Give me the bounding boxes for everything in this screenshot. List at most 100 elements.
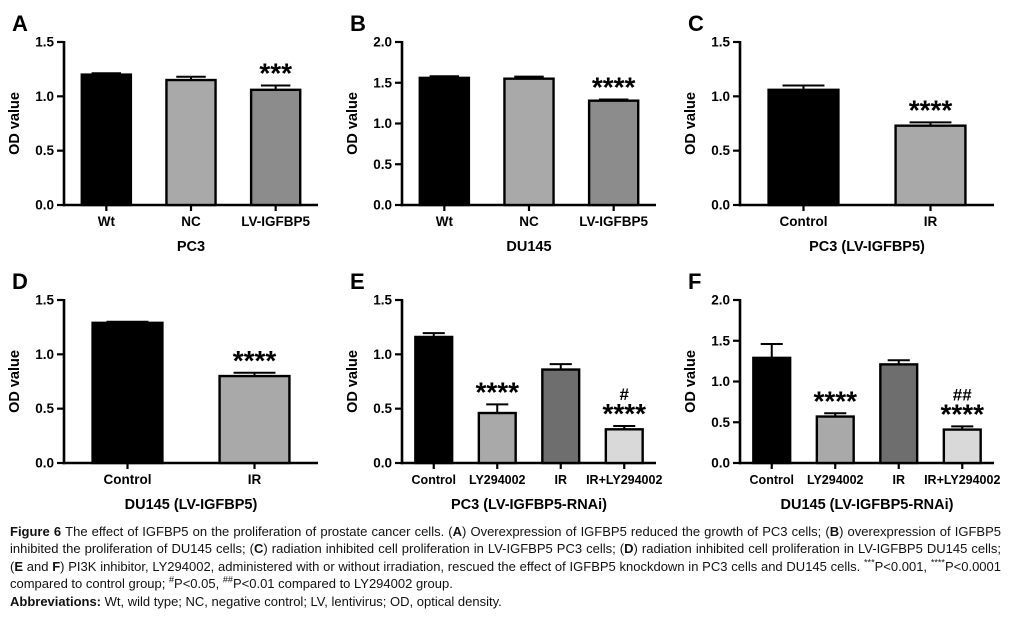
y-tick-label: 2.0 [711, 293, 730, 308]
y-tick-label: 0.0 [711, 456, 730, 471]
y-tick-label: 0.5 [35, 143, 54, 158]
bar-control [752, 356, 792, 465]
panel-E: E 0.0 0.5 1.0 1.5 OD value Control LY294002 ****… [338, 258, 676, 516]
bar-control [767, 88, 840, 207]
y-tick-label: 0.0 [373, 198, 392, 213]
caption-segment: P<0.001, [874, 558, 931, 574]
caption-bold-segment: E [14, 558, 24, 574]
axis-title-x: DU145 (LV-IGFBP5) [125, 497, 258, 513]
bar-ir [879, 363, 919, 465]
significance-stars: **** [592, 71, 636, 102]
bar-chart-A: A 0.0 0.5 1.0 1.5 OD value Wt NC LV-IGFBP5 *** PC3 [7, 11, 318, 255]
bar-ir [894, 124, 967, 207]
y-tick-label: 1.0 [373, 116, 392, 131]
bar-ir-ly294002 [604, 428, 644, 465]
caption-segment: P<0.0001 compared to control group; [10, 558, 1001, 592]
significance-stars: **** [233, 345, 277, 376]
axis-title-y: OD value [345, 350, 361, 413]
panel-C: C 0.0 0.5 1.0 1.5 OD value Control IR **** PC3 (L… [676, 0, 1015, 258]
caption-segment: Wt, wild type; NC, negative control; LV,… [104, 593, 502, 609]
bar-nc [165, 78, 217, 207]
y-tick-label: 1.5 [373, 293, 392, 308]
panel-letter: F [688, 269, 701, 294]
y-tick-label: 1.5 [373, 75, 392, 90]
y-tick-label: 0.0 [35, 456, 54, 471]
y-tick-label: 0.5 [711, 415, 730, 430]
panel-A: A 0.0 0.5 1.0 1.5 OD value Wt NC LV-IGFBP5 *** PC3 [0, 0, 338, 258]
caption-superscript: # [168, 574, 175, 585]
bar-wt [80, 73, 133, 207]
caption-segment: and [23, 558, 53, 574]
bar-lv-igfbp5 [587, 99, 640, 207]
bar-ir-ly294002 [942, 428, 982, 465]
x-category-label: IR [924, 214, 938, 229]
caption-bold-segment: A [452, 524, 463, 539]
caption-superscript: ## [222, 574, 233, 585]
figure-caption: Figure 6 The effect of IGFBP5 on the pro… [0, 516, 1015, 610]
x-category-label: LV-IGFBP5 [241, 214, 310, 229]
y-tick-label: 1.5 [35, 293, 54, 308]
x-category-label: NC [181, 214, 201, 229]
caption-segment: The effect of IGFBP5 on the proliferatio… [65, 524, 453, 539]
bar-ly294002 [815, 415, 855, 465]
panel-F: F 0.0 0.5 1.0 1.5 2.0 OD value Control LY294002 *… [676, 258, 1015, 516]
bar-wt [418, 76, 471, 207]
x-category-label: Wt [98, 214, 116, 229]
caption-segment: ) Overexpression of IGFBP5 reduced the g… [462, 524, 830, 539]
x-category-label: IR+LY294002 [586, 473, 662, 487]
bar-ir [218, 374, 291, 465]
significance-stars: **** [813, 385, 857, 416]
significance-hash: ## [953, 385, 972, 404]
y-tick-label: 0.5 [373, 157, 392, 172]
axis-title-y: OD value [345, 92, 361, 155]
axis-title-y: OD value [683, 350, 699, 413]
x-category-label: LV-IGFBP5 [579, 214, 648, 229]
caption-text: Figure 6 The effect of IGFBP5 on the pro… [10, 523, 1001, 593]
x-category-label: IR [555, 473, 568, 487]
bar-control [91, 321, 164, 465]
caption-superscript: **** [930, 557, 945, 568]
bar-chart-E: E 0.0 0.5 1.0 1.5 OD value Control LY294002 ****… [345, 269, 662, 513]
x-category-label: IR+LY294002 [924, 473, 1000, 487]
caption-bold-segment: C [254, 541, 264, 557]
panel-letter: D [12, 269, 28, 294]
x-category-label: Wt [436, 214, 454, 229]
panel-letter: E [350, 269, 365, 294]
caption-abbreviations: Abbreviations: Wt, wild type; NC, negati… [10, 593, 1001, 610]
caption-segment: P<0.01 compared to LY294002 group. [232, 576, 453, 592]
panel-B: B 0.0 0.5 1.0 1.5 2.0 OD value Wt NC LV-IGFBP5 ***… [338, 0, 676, 258]
bar-control [414, 335, 454, 465]
caption-bold-segment: B [829, 524, 840, 539]
y-tick-label: 2.0 [373, 35, 392, 50]
caption-segment: ) PI3K inhibitor, LY294002, administered… [60, 558, 865, 574]
y-tick-label: 1.0 [35, 89, 54, 104]
axis-title-x: PC3 [177, 239, 205, 255]
caption-superscript: *** [864, 557, 875, 568]
significance-stars: **** [940, 398, 984, 429]
x-category-label: NC [519, 214, 539, 229]
bar-chart-C: C 0.0 0.5 1.0 1.5 OD value Control IR **** PC3 (L… [683, 11, 994, 255]
caption-segment: ) radiation inhibited cell proliferation… [263, 541, 625, 557]
caption-bold-segment: F [52, 558, 61, 574]
panel-D: D 0.0 0.5 1.0 1.5 OD value Control IR **** DU145 … [0, 258, 338, 516]
axis-title-y: OD value [7, 350, 23, 413]
significance-stars: **** [475, 376, 519, 407]
axis-title-x: PC3 (LV-IGFBP5) [809, 239, 925, 255]
x-category-label: LY294002 [469, 473, 526, 487]
panel-letter: C [688, 11, 704, 36]
significance-stars: **** [602, 398, 646, 429]
caption-segment: ) radiation inhibited cell proliferation… [10, 541, 1002, 574]
caption-segment: P<0.05, [174, 576, 223, 592]
bar-nc [503, 77, 555, 207]
y-tick-label: 1.5 [711, 333, 730, 348]
axis-title-y: OD value [683, 92, 699, 155]
bar-chart-F: F 0.0 0.5 1.0 1.5 2.0 OD value Control LY294002 *… [683, 269, 1000, 513]
bar-ir [541, 368, 581, 465]
y-tick-label: 0.0 [711, 198, 730, 213]
x-category-label: Control [750, 473, 794, 487]
x-category-label: IR [248, 472, 262, 487]
bar-lv-igfbp5 [249, 88, 302, 207]
y-tick-label: 1.0 [373, 347, 392, 362]
significance-hash: # [620, 385, 630, 404]
x-category-label: LY294002 [807, 473, 864, 487]
